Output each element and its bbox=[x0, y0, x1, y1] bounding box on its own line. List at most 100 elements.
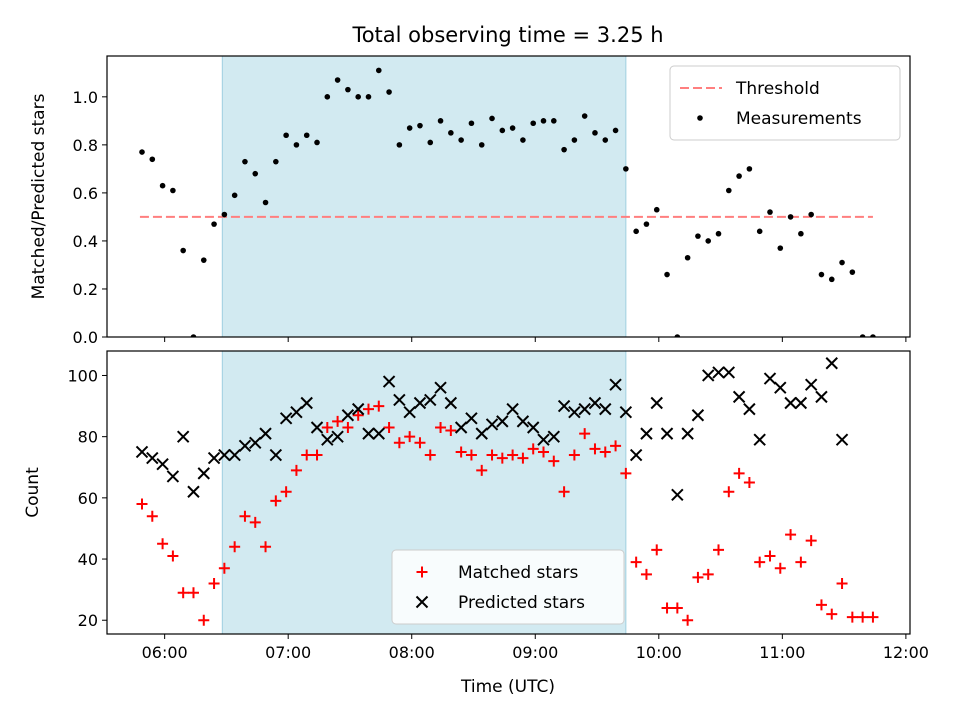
matched-star-point bbox=[455, 446, 467, 458]
predicted-star-point bbox=[681, 427, 694, 440]
measurement-point bbox=[808, 211, 814, 218]
x-tick-label: 12:00 bbox=[883, 643, 929, 662]
predicted-star-point bbox=[815, 390, 828, 404]
matched-star-point bbox=[136, 498, 148, 510]
measurement-point bbox=[828, 276, 835, 283]
matched-star-point bbox=[414, 437, 426, 449]
matched-star-point bbox=[218, 562, 230, 574]
measurement-point bbox=[643, 221, 650, 227]
matched-star-point bbox=[290, 464, 302, 476]
predicted-star-point bbox=[413, 396, 427, 410]
measurement-point bbox=[705, 238, 712, 244]
measurement-point bbox=[417, 122, 423, 129]
predicted-star-point bbox=[619, 405, 633, 419]
measurement-point bbox=[437, 118, 444, 124]
measurement-point bbox=[345, 86, 351, 93]
predicted-star-point bbox=[290, 405, 303, 419]
predicted-star-point bbox=[321, 433, 334, 446]
matched-star-point bbox=[507, 449, 519, 461]
predicted-star-point bbox=[804, 378, 818, 391]
matched-star-point bbox=[774, 562, 786, 574]
measurement-point bbox=[231, 192, 238, 199]
y-tick-label: 40 bbox=[78, 550, 98, 569]
measurement-point bbox=[623, 166, 629, 172]
predicted-star-point bbox=[176, 430, 190, 443]
measurement-point bbox=[221, 211, 228, 218]
chart-title: Total observing time = 3.25 h bbox=[351, 23, 663, 47]
matched-star-point bbox=[651, 544, 663, 556]
predicted-star-point bbox=[516, 415, 530, 428]
predicted-star-point bbox=[835, 433, 849, 446]
predicted-star-point bbox=[847, 676, 858, 687]
measurement-point bbox=[386, 89, 392, 95]
matched-star-point bbox=[239, 510, 251, 522]
matched-star-point bbox=[157, 538, 169, 550]
predicted-star-point bbox=[537, 433, 550, 446]
predicted-star-point bbox=[454, 421, 468, 434]
y-tick-label: 0.0 bbox=[73, 328, 98, 347]
measurement-point bbox=[756, 228, 763, 235]
y-tick-label: 0.6 bbox=[73, 184, 98, 203]
predicted-star-point bbox=[259, 427, 272, 440]
matched-star-point bbox=[517, 452, 529, 464]
measurement-point bbox=[499, 127, 506, 134]
measurement-point bbox=[293, 142, 300, 148]
predicted-star-point bbox=[207, 451, 221, 465]
measurement-point bbox=[448, 130, 454, 136]
matched-star-point bbox=[187, 587, 199, 599]
predicted-star-point bbox=[588, 396, 602, 410]
measurement-point bbox=[849, 269, 856, 275]
matched-star-point bbox=[846, 611, 858, 623]
axes-frame bbox=[106, 350, 911, 635]
predicted-star-point bbox=[166, 470, 180, 483]
measurement-point bbox=[726, 187, 732, 194]
matched-star-point bbox=[435, 421, 447, 433]
measurement-point bbox=[139, 149, 145, 155]
legend-box bbox=[391, 549, 625, 625]
measurement-point bbox=[355, 94, 361, 100]
matched-star-point bbox=[713, 544, 725, 556]
measurement-point bbox=[273, 158, 279, 165]
panel-2: 06:00 07:00 08:00 09:00 10:00 11:00 12:00 20 40 6… bbox=[23, 350, 929, 687]
observing-span-band bbox=[221, 55, 627, 338]
matched-star-point bbox=[630, 556, 642, 568]
matched-star-point bbox=[805, 535, 817, 547]
matched-star-point bbox=[867, 611, 879, 623]
matched-star-point bbox=[177, 587, 189, 599]
measurement-point bbox=[489, 115, 495, 122]
matched-star-point bbox=[723, 486, 735, 498]
data-layer bbox=[139, 67, 876, 337]
predicted-star-point bbox=[784, 396, 797, 410]
measurement-point bbox=[200, 257, 207, 263]
measurement-point bbox=[509, 125, 516, 131]
measurement-point bbox=[633, 228, 639, 235]
predicted-star-point bbox=[393, 393, 406, 407]
measurement-point bbox=[190, 334, 197, 337]
measurement-point bbox=[262, 199, 269, 206]
predicted-star-point bbox=[743, 402, 756, 416]
measurement-point bbox=[242, 158, 248, 165]
matched-star-point bbox=[332, 415, 344, 427]
predicted-star-point bbox=[732, 390, 746, 404]
measurement-point bbox=[375, 67, 382, 74]
predicted-star-point bbox=[640, 427, 653, 440]
legend-label: Predicted stars bbox=[458, 593, 585, 613]
predicted-star-point bbox=[702, 369, 715, 382]
x-tick-label: 07:00 bbox=[265, 643, 311, 662]
legend: Matched stars Predicted stars bbox=[391, 549, 625, 625]
measurement-point bbox=[303, 132, 310, 139]
y-axis-label: Matched/Predicted stars bbox=[29, 93, 49, 299]
predicted-star-point bbox=[475, 427, 488, 440]
predicted-star-point bbox=[578, 402, 591, 416]
y-axis-label: Count bbox=[23, 467, 43, 518]
matched-star-point bbox=[208, 578, 220, 590]
matched-star-point bbox=[857, 611, 869, 623]
matched-star-point bbox=[321, 421, 333, 433]
measurement-point bbox=[427, 139, 434, 146]
matched-star-point bbox=[620, 467, 632, 479]
predicted-star-point bbox=[712, 366, 725, 379]
predicted-star-point bbox=[269, 448, 283, 462]
measurement-point bbox=[798, 230, 804, 237]
predicted-star-point bbox=[650, 396, 663, 410]
